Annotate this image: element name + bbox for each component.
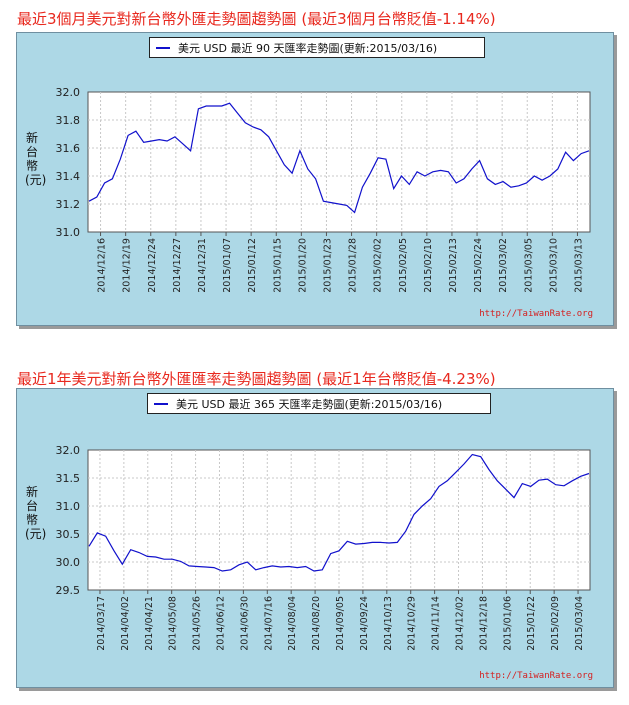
chart2-heading: 最近1年美元對新台幣外匯匯率走勢圖趨勢圖 (最近1年台幣貶值-4.23%): [17, 370, 496, 388]
chart1-ylabel: 新台幣(元): [25, 131, 47, 187]
chart1-credit: http://TaiwanRate.org: [479, 309, 593, 319]
chart1-legend-swatch: [156, 46, 170, 49]
chart2-legend-label: 美元 USD 最近 365 天匯率走勢圖(更新:2015/03/16): [176, 397, 443, 411]
chart2-panel: 美元 USD 最近 365 天匯率走勢圖(更新:2015/03/16) 新台幣(…: [16, 388, 614, 688]
chart1-panel: 美元 USD 最近 90 天匯率走勢圖(更新:2015/03/16) 新台幣(元…: [16, 32, 614, 326]
chart2-ylabel: 新台幣(元): [25, 485, 47, 541]
chart2-legend-swatch: [154, 402, 168, 405]
chart1-legend: 美元 USD 最近 90 天匯率走勢圖(更新:2015/03/16): [149, 37, 485, 58]
chart2-legend: 美元 USD 最近 365 天匯率走勢圖(更新:2015/03/16): [147, 393, 491, 414]
chart1-legend-label: 美元 USD 最近 90 天匯率走勢圖(更新:2015/03/16): [178, 41, 438, 55]
chart2-credit: http://TaiwanRate.org: [479, 671, 593, 681]
chart1-heading: 最近3個月美元對新台幣外匯走勢圖趨勢圖 (最近3個月台幣貶值-1.14%): [17, 10, 496, 28]
